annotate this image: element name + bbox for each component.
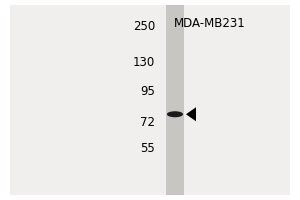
Polygon shape — [186, 107, 196, 121]
Text: 130: 130 — [133, 56, 155, 69]
Ellipse shape — [167, 111, 183, 117]
Text: MDA-MB231: MDA-MB231 — [174, 17, 246, 30]
Text: 55: 55 — [140, 142, 155, 155]
Text: 250: 250 — [133, 20, 155, 33]
Text: 95: 95 — [140, 85, 155, 98]
Bar — [166, 5, 184, 195]
Text: 72: 72 — [140, 116, 155, 129]
